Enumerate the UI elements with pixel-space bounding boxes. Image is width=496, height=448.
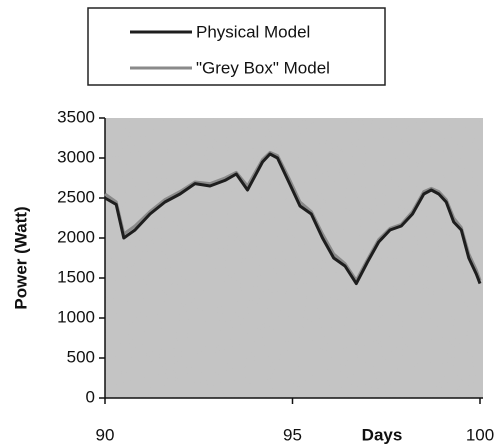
y-tick-label: 0 (86, 387, 95, 406)
y-tick-label: 2500 (57, 187, 95, 206)
y-tick-label: 1000 (57, 307, 95, 326)
y-tick-label: 1500 (57, 267, 95, 286)
x-axis-label: Days (362, 425, 403, 444)
x-tick-label: 100 (466, 425, 494, 444)
legend-label: Physical Model (196, 22, 310, 41)
y-tick-label: 500 (67, 347, 95, 366)
x-tick-label: 90 (96, 425, 115, 444)
x-tick-label: 95 (283, 425, 302, 444)
y-tick-label: 3000 (57, 147, 95, 166)
y-tick-label: 3500 (57, 107, 95, 126)
legend-label: "Grey Box" Model (196, 58, 330, 77)
legend-box (87, 7, 386, 86)
y-tick-label: 2000 (57, 227, 95, 246)
line-series (104, 152, 482, 286)
plot-texture (105, 118, 483, 398)
y-axis-label: Power (Watt) (11, 206, 30, 309)
